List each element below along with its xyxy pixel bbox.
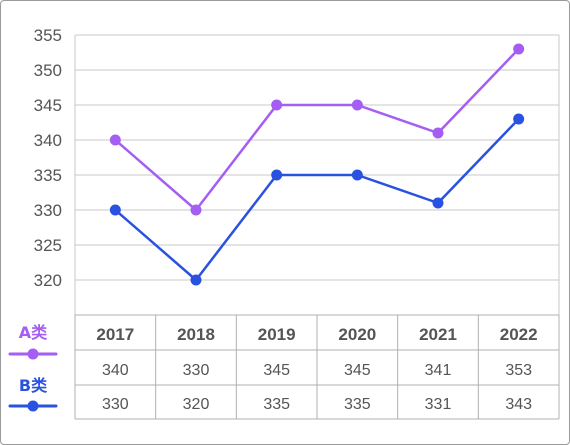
table-cell: 341 [425, 362, 452, 379]
table-cell: 331 [425, 396, 452, 413]
legend-label: B类 [19, 376, 48, 395]
table-year-header: 2021 [419, 325, 457, 344]
y-tick-label: 320 [34, 271, 62, 290]
grid-lines [74, 34, 560, 315]
series-lines [109, 43, 525, 286]
table-cell: 320 [183, 396, 210, 413]
data-point [513, 43, 525, 55]
table-year-header: 2019 [258, 325, 296, 344]
table-year-header: 2020 [338, 325, 376, 344]
data-point [271, 99, 283, 111]
table-year-header: 2018 [177, 325, 215, 344]
y-tick-label: 340 [34, 131, 62, 150]
data-point [271, 169, 283, 181]
y-tick-label: 330 [34, 201, 62, 220]
y-tick-label: 325 [34, 236, 62, 255]
table-year-header: 2022 [500, 325, 538, 344]
table-cell: 335 [344, 396, 371, 413]
table-cell: 345 [344, 362, 371, 379]
y-axis-ticks: 355 350 345 340 335 330 325 320 [34, 26, 62, 290]
table-cell: 343 [505, 396, 532, 413]
table-cell: 345 [263, 362, 290, 379]
table-cell: 330 [183, 362, 210, 379]
data-point [432, 197, 444, 209]
data-point [190, 204, 202, 216]
data-point [109, 204, 121, 216]
legend-marker [27, 400, 39, 412]
y-tick-label: 335 [34, 166, 62, 185]
data-point [432, 127, 444, 139]
legend-marker [27, 348, 39, 360]
data-point [351, 169, 363, 181]
data-point [109, 134, 121, 146]
y-tick-label: 345 [34, 96, 62, 115]
data-point [190, 274, 202, 286]
table-cell: 330 [102, 396, 129, 413]
y-tick-label: 350 [34, 61, 62, 80]
series-line [114, 48, 520, 212]
data-point [351, 99, 363, 111]
series-line [114, 118, 520, 282]
table-cell: 353 [505, 362, 532, 379]
legend: A类 B类 [8, 323, 58, 412]
legend-label: A类 [19, 323, 48, 342]
data-point [513, 113, 525, 125]
table-year-header: 2017 [96, 325, 134, 344]
y-tick-label: 355 [34, 26, 62, 45]
data-table: 2017 2018 2019 2020 2021 2022 340 330 345 345 341 3… [74, 314, 560, 420]
table-cell: 335 [263, 396, 290, 413]
table-cell: 340 [102, 362, 129, 379]
